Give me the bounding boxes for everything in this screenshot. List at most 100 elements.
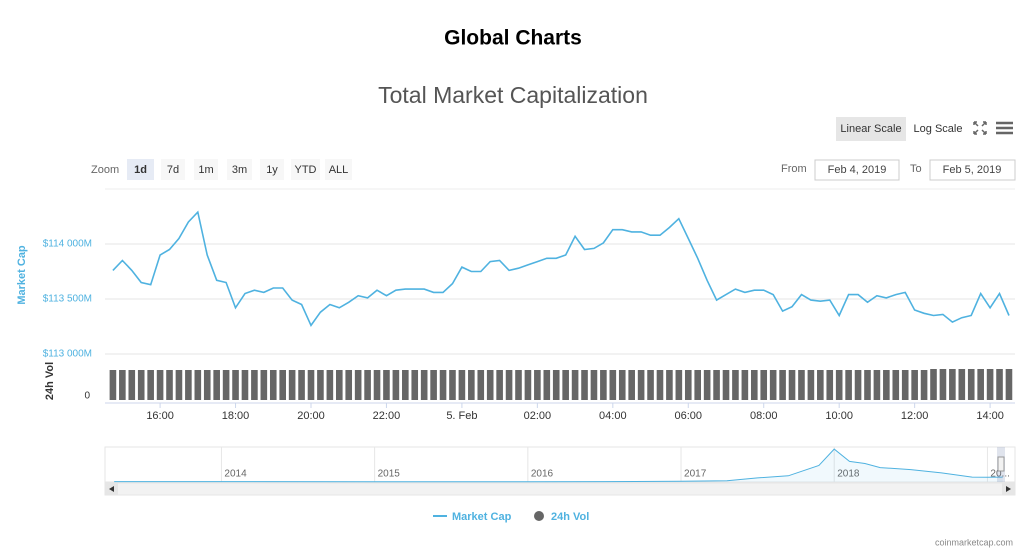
volume-bar xyxy=(420,370,428,400)
navigator-tick-label: 20... xyxy=(990,469,1009,480)
volume-bar xyxy=(581,370,588,400)
volume-bar xyxy=(901,370,909,400)
zoom-button-bg[interactable] xyxy=(227,159,252,180)
volume-bar xyxy=(317,370,324,400)
volume-bar xyxy=(430,370,437,400)
zoom-button[interactable]: 7d xyxy=(167,164,179,176)
volume-bar xyxy=(883,370,890,400)
volume-bar xyxy=(600,370,607,400)
volume-bar xyxy=(703,370,711,400)
zoom-button-bg[interactable] xyxy=(161,159,185,180)
zoom-button[interactable]: 1d xyxy=(134,164,147,176)
volume-bar xyxy=(534,370,541,400)
volume-bar xyxy=(354,370,362,400)
scroll-arrow-right xyxy=(1006,486,1011,492)
from-input[interactable] xyxy=(814,159,900,181)
volume-bar xyxy=(458,370,466,400)
volume-bar xyxy=(788,370,796,400)
volume-bar xyxy=(156,370,164,400)
fullscreen-icon[interactable] xyxy=(973,121,987,135)
zoom-button[interactable]: 1y xyxy=(266,164,278,176)
scale-button-bg[interactable] xyxy=(836,117,906,141)
volume-bar xyxy=(562,370,569,400)
from-label: From xyxy=(781,163,807,175)
scale-button[interactable]: Log Scale xyxy=(914,123,963,135)
x-tick-label: 20:00 xyxy=(297,410,325,422)
navigator-area xyxy=(114,449,1003,482)
zoom-button-bg[interactable] xyxy=(260,159,284,180)
chart-title: Total Market Capitalization xyxy=(378,82,648,108)
volume-bar xyxy=(515,370,522,400)
volume-bar xyxy=(750,370,758,400)
credit: coinmarketcap.com xyxy=(935,537,1013,547)
volume-bar xyxy=(798,370,805,400)
volume-bar xyxy=(779,370,786,400)
to-label: To xyxy=(910,163,922,175)
navigator-tick-label: 2015 xyxy=(378,469,401,480)
volume-bar xyxy=(835,370,843,400)
volume-bar xyxy=(411,370,419,400)
zoom-button-bg[interactable] xyxy=(127,159,154,180)
navigator-tick-label: 2014 xyxy=(224,469,247,480)
volume-bar xyxy=(864,370,871,400)
volume-bar xyxy=(656,370,664,400)
volume-bar xyxy=(920,370,928,400)
volume-bar xyxy=(232,370,239,400)
menu-icon[interactable] xyxy=(996,121,1013,135)
to-input[interactable] xyxy=(929,159,1016,181)
volume-bar xyxy=(637,370,645,400)
from-value[interactable]: Feb 4, 2019 xyxy=(828,164,887,176)
volume-bar xyxy=(345,370,353,400)
y-tick-label: $114 000M xyxy=(43,239,92,250)
volume-bar xyxy=(241,370,249,400)
x-tick-label: 04:00 xyxy=(599,410,627,422)
volume-bar xyxy=(911,370,918,400)
volume-bar xyxy=(958,369,966,400)
volume-bar xyxy=(147,370,154,400)
y-tick-label: $113 000M xyxy=(43,349,92,360)
volume-bar xyxy=(439,370,447,400)
zoom-button-bg[interactable] xyxy=(325,159,352,180)
volume-bar xyxy=(335,370,343,400)
x-tick-label: 10:00 xyxy=(825,410,853,422)
volume-bar xyxy=(137,370,145,400)
volume-bar xyxy=(486,370,494,400)
volume-bar xyxy=(741,370,749,400)
x-tick-label: 16:00 xyxy=(146,410,174,422)
volume-bar xyxy=(854,370,862,400)
zoom-button[interactable]: ALL xyxy=(329,164,349,176)
x-tick-label: 22:00 xyxy=(373,410,401,422)
volume-bar xyxy=(326,370,334,400)
zoom-button-bg[interactable] xyxy=(291,159,320,180)
volume-bar xyxy=(251,370,258,400)
zoom-button-bg[interactable] xyxy=(194,159,218,180)
volume-bar xyxy=(949,369,956,400)
x-tick-label: 5. Feb xyxy=(446,410,477,422)
navigator-handle[interactable] xyxy=(997,456,1005,472)
scrollbar[interactable] xyxy=(104,482,1016,496)
zoom-button[interactable]: 1m xyxy=(198,164,213,176)
zoom-button[interactable]: 3m xyxy=(232,164,247,176)
volume-bar xyxy=(552,370,560,400)
volume-bar xyxy=(185,370,192,400)
legend-label[interactable]: Market Cap xyxy=(452,511,512,523)
volume-bar xyxy=(307,370,315,400)
legend-label[interactable]: 24h Vol xyxy=(551,511,589,523)
volume-bar xyxy=(571,370,579,400)
y-axis-label: Market Cap xyxy=(16,245,28,305)
to-value[interactable]: Feb 5, 2019 xyxy=(943,164,1002,176)
volume-bar xyxy=(694,370,702,400)
volume-bar xyxy=(618,370,626,400)
volume-bar xyxy=(203,370,211,400)
zoom-button[interactable]: YTD xyxy=(295,164,317,176)
page-title: Global Charts xyxy=(444,27,582,50)
scale-button[interactable]: Linear Scale xyxy=(840,123,901,135)
volume-bar xyxy=(939,369,947,400)
volume-bar xyxy=(967,369,975,400)
zoom-label: Zoom xyxy=(91,164,119,176)
volume-bar xyxy=(628,370,635,400)
volume-bar xyxy=(109,370,117,400)
y-tick-label: $113 500M xyxy=(43,294,92,305)
y2-tick-label: 0 xyxy=(84,391,90,402)
